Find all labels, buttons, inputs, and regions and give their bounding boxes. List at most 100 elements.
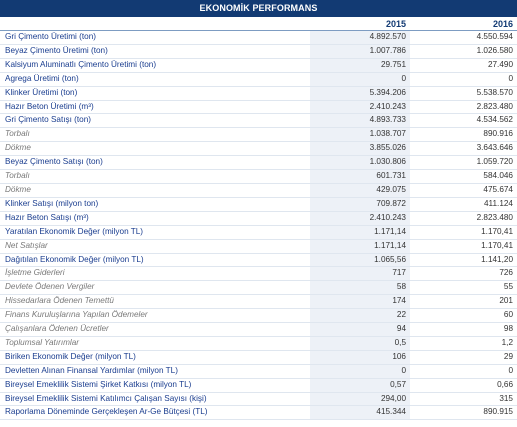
value-2015: 0,5 [310,336,410,351]
table-row: Çalışanlara Ödenen Ücretler 94 98 [0,322,517,337]
row-label: Bireysel Emeklilik Sistemi Katılımcı Çal… [0,392,310,407]
value-2016: 4.550.594 [410,30,517,45]
header-2016: 2016 [410,17,517,31]
value-2016: 29 [410,350,517,365]
value-2016: 4.534.562 [410,113,517,129]
row-label: Toplumsal Yatırımlar [0,336,310,351]
value-2016: 98 [410,322,517,337]
row-label: İşletme Giderleri [0,266,310,282]
table-row: Gri Çimento Satışı (ton) 4.893.733 4.534.5… [0,113,517,129]
value-2016: 55 [410,280,517,296]
value-2016: 27.490 [410,58,517,73]
table-row: Devletten Alınan Finansal Yardımlar (mil… [0,364,517,379]
value-2015: 106 [310,350,410,365]
value-2016: 584.046 [410,169,517,184]
row-label: Finans Kuruluşlarına Yapılan Ödemeler [0,308,310,324]
row-label: Devletten Alınan Finansal Yardımlar (mil… [0,364,310,379]
value-2016: 5.538.570 [410,86,517,101]
value-2016: 0 [410,72,517,87]
value-2015: 1.007.786 [310,44,410,59]
row-label: Beyaz Çimento Üretimi (ton) [0,44,310,59]
value-2015: 58 [310,280,410,296]
table-row: Agrega Üretimi (ton) 0 0 [0,72,517,87]
table-row: Torbalı 1.038.707 890.916 [0,127,517,143]
table-row: Hazır Beton Üretimi (m³) 2.410.243 2.823.4… [0,100,517,115]
header-row: 2015 2016 [0,17,517,31]
table-row: Torbalı 601.731 584.046 [0,169,517,184]
value-2016: 890.916 [410,127,517,143]
row-label: Klinker Satışı (milyon ton) [0,197,310,212]
row-label: Torbalı [0,169,310,184]
value-2015: 1.030.806 [310,155,410,171]
value-2015: 709.872 [310,197,410,212]
row-label: Dağıtılan Ekonomik Değer (milyon TL) [0,253,310,268]
value-2016: 0 [410,364,517,379]
row-label: Hazır Beton Satışı (m³) [0,211,310,226]
value-2016: 0,66 [410,378,517,393]
table-row: Yaratılan Ekonomik Değer (milyon TL) 1.17… [0,225,517,240]
value-2015: 429.075 [310,183,410,198]
value-2016: 475.674 [410,183,517,198]
row-label: Gri Çimento Satışı (ton) [0,113,310,129]
row-label: Raporlama Döneminde Gerçekleşen Ar-Ge Bü… [0,405,310,421]
value-2015: 1.065,56 [310,253,410,268]
row-label: Beyaz Çimento Satışı (ton) [0,155,310,171]
row-label: Net Satışlar [0,239,310,254]
value-2016: 2.823.480 [410,211,517,226]
row-label: Dökme [0,141,310,157]
value-2016: 201 [410,294,517,310]
table-row: Bireysel Emeklilik Sistemi Katılımcı Çal… [0,392,517,407]
value-2015: 0,57 [310,378,410,393]
table-row: Klinker Satışı (milyon ton) 709.872 411.12… [0,197,517,212]
value-2016: 1.059.720 [410,155,517,171]
table-row: Hazır Beton Satışı (m³) 2.410.243 2.823.48… [0,211,517,226]
row-label: Yaratılan Ekonomik Değer (milyon TL) [0,225,310,240]
value-2015: 0 [310,72,410,87]
table-row: Bireysel Emeklilik Sistemi Şirket Katkıs… [0,378,517,393]
row-label: Agrega Üretimi (ton) [0,72,310,87]
value-2015: 94 [310,322,410,337]
table-row: Devlete Ödenen Vergiler 58 55 [0,280,517,296]
table-row: Biriken Ekonomik Değer (milyon TL) 106 29 [0,350,517,365]
row-label: Torbalı [0,127,310,143]
value-2016: 60 [410,308,517,324]
value-2015: 1.038.707 [310,127,410,143]
table-row: Hissedarlara Ödenen Temettü 174 201 [0,294,517,310]
data-table: 2015 2016 Gri Çimento Üretimi (ton) 4.892… [0,17,517,421]
row-label: Gri Çimento Üretimi (ton) [0,30,310,45]
value-2015: 294,00 [310,392,410,407]
table-row: Dökme 429.075 475.674 [0,183,517,198]
row-label: Hissedarlara Ödenen Temettü [0,294,310,310]
table-row: Gri Çimento Üretimi (ton) 4.892.570 4.550.… [0,30,517,45]
value-2015: 4.893.733 [310,113,410,129]
value-2015: 4.892.570 [310,30,410,45]
table-row: Dağıtılan Ekonomik Değer (milyon TL) 1.06… [0,253,517,268]
table-row: Kalsiyum Aluminatlı Çimento Üretimi (ton… [0,58,517,73]
value-2016: 890.915 [410,405,517,421]
value-2016: 411.124 [410,197,517,212]
row-label: Bireysel Emeklilik Sistemi Şirket Katkıs… [0,378,310,393]
table-row: İşletme Giderleri 717 726 [0,266,517,282]
value-2016: 726 [410,266,517,282]
value-2015: 415.344 [310,405,410,421]
table-title: EKONOMİK PERFORMANS [0,0,517,17]
row-label: Devlete Ödenen Vergiler [0,280,310,296]
header-label-cell [0,17,310,31]
table-row: Finans Kuruluşlarına Yapılan Ödemeler 22 6… [0,308,517,324]
row-label: Biriken Ekonomik Değer (milyon TL) [0,350,310,365]
value-2015: 5.394.206 [310,86,410,101]
table-row: Net Satışlar 1.171,14 1.170,41 [0,239,517,254]
row-label: Kalsiyum Aluminatlı Çimento Üretimi (ton… [0,58,310,73]
table-row: Klinker Üretimi (ton) 5.394.206 5.538.570 [0,86,517,101]
row-label: Çalışanlara Ödenen Ücretler [0,322,310,337]
value-2016: 1.170,41 [410,225,517,240]
table-row: Beyaz Çimento Satışı (ton) 1.030.806 1.059… [0,155,517,171]
value-2015: 601.731 [310,169,410,184]
table-row: Raporlama Döneminde Gerçekleşen Ar-Ge Bü… [0,405,517,421]
row-label: Hazır Beton Üretimi (m³) [0,100,310,115]
value-2016: 1.170,41 [410,239,517,254]
value-2016: 3.643.646 [410,141,517,157]
value-2015: 22 [310,308,410,324]
table-row: Toplumsal Yatırımlar 0,5 1,2 [0,336,517,351]
